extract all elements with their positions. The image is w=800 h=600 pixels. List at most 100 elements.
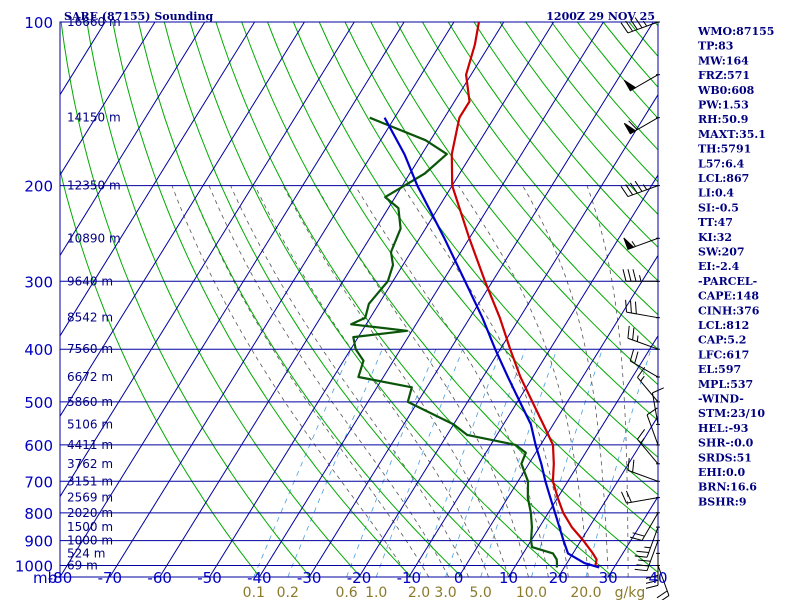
isotherm-line [209, 22, 555, 577]
wind-barb-flag [627, 457, 630, 471]
height-labels: 16660 m 14150 m 12350 m 10890 m 9640 m 8542 m… [67, 15, 121, 572]
height-label: 524 m [67, 546, 105, 560]
mixing-ratio-label: 3.0 [434, 585, 456, 600]
height-label: 14150 m [67, 111, 121, 125]
index-value: SRDS:51 [698, 451, 752, 464]
wind-barb-flag [620, 186, 629, 197]
index-value: LFC:617 [698, 348, 749, 361]
index-value: -PARCEL- [698, 275, 757, 288]
wind-barb-flag [627, 325, 630, 339]
temperature-tick-label: -10 [397, 569, 422, 587]
wind-barb [620, 180, 660, 198]
wind-barb-flag [629, 18, 638, 30]
isotherm-line [159, 22, 505, 577]
index-value: STM:23/10 [698, 407, 765, 420]
index-value: LCL:812 [698, 319, 749, 332]
temperature-tick-label: -40 [247, 569, 272, 587]
moist-adiabat-line [354, 185, 549, 577]
wind-barb-half-flag [640, 437, 645, 444]
mixing-ratio-label: 1.0 [365, 585, 387, 600]
index-value: RH:50.9 [698, 113, 748, 126]
wind-barb-half-flag [636, 335, 639, 342]
wind-barb [627, 325, 660, 350]
height-label: 1500 m [67, 520, 113, 534]
index-value: EL:597 [698, 363, 741, 376]
wind-barb-flag [630, 300, 632, 314]
mixing-ratio-label: 20.0 [570, 585, 601, 600]
temperature-tick-label: 10 [499, 569, 518, 587]
wind-barb-staff [626, 311, 659, 319]
mixing-ratio-label: g/kg [615, 585, 646, 600]
temperature-tick-label: 0 [454, 569, 464, 587]
wind-barb [623, 74, 660, 92]
wind-barb-flag [645, 584, 659, 589]
pressure-tick-label: 900 [24, 533, 53, 551]
wind-barb [629, 512, 660, 542]
wind-barb [620, 17, 660, 34]
sounding-time: 1200Z 29 NOV 25 [546, 10, 655, 23]
wind-barb-staff [646, 414, 659, 446]
temperature-tick-label: -60 [147, 569, 172, 587]
mixing-ratio-label: 0.2 [277, 585, 299, 600]
wind-barb-staff [627, 185, 659, 198]
wind-barb-staff [627, 469, 659, 482]
moist-adiabat-line [230, 185, 469, 577]
temperature-tick-label: -80 [48, 569, 73, 587]
isotherm-line [60, 22, 256, 337]
mixing-ratio-line [585, 349, 652, 577]
wind-barb-half-flag [642, 20, 648, 27]
isobars [59, 21, 659, 578]
temperature-axis: -80 -70 -60 -50 -40 -30 -20 -10 0 10 20 30 40 mb [33, 569, 668, 587]
height-label: 3762 m [67, 457, 113, 471]
isotherm-line [60, 22, 305, 418]
wind-barb-pennant [623, 237, 635, 250]
index-value: PW:1.53 [698, 99, 749, 112]
wind-barb-flag [620, 22, 629, 34]
isotherm-line [557, 415, 658, 577]
wind-barb-flag [620, 491, 627, 504]
wind-barb-flag [634, 555, 648, 558]
wind-barb [622, 269, 660, 282]
wind-barb-flag [656, 590, 668, 599]
index-value: CINH:376 [698, 304, 760, 317]
dry-adiabat-line [60, 22, 311, 577]
mixing-ratio-labels: 0.1 0.2 0.6 1.0 2.0 3.0 5.0 10.0 20.0 g/kg [243, 585, 646, 600]
mixing-ratio-label: 10.0 [516, 585, 547, 600]
moist-adiabat-line [522, 185, 609, 577]
temperature-tick-label: -20 [347, 569, 372, 587]
wind-barb-staff [630, 360, 659, 378]
index-value: EI:-2.4 [698, 260, 740, 273]
height-label: 69 m [67, 558, 98, 572]
dry-adiabat-line [421, 22, 658, 316]
wind-barb [634, 526, 660, 558]
wind-barb [623, 117, 660, 135]
wind-barb [651, 387, 664, 425]
wind-barb-flag [629, 536, 643, 542]
index-value: CAP:5.2 [698, 334, 746, 347]
index-value: KI:32 [698, 231, 732, 244]
height-label: 1000 m [67, 534, 113, 548]
moist-adiabat-line [171, 185, 410, 577]
isotherm-line [258, 22, 604, 577]
index-value: SW:207 [698, 246, 745, 259]
wind-barb-flag [652, 387, 664, 394]
pressure-tick-label: 800 [24, 505, 53, 523]
station-title: SARE (87155) Sounding [64, 10, 213, 23]
index-value: HEL:-93 [698, 422, 748, 435]
mixing-ratio-label: 0.6 [335, 585, 357, 600]
wind-barb-flag [645, 574, 659, 579]
sounding-profiles [350, 22, 600, 569]
dry-adiabat-line [86, 22, 362, 577]
plot-frame [59, 21, 659, 578]
pressure-axis: 100 200 300 400 500 600 700 800 900 1000 [15, 14, 53, 575]
mixing-ratio-label: 5.0 [470, 585, 492, 600]
wind-barb-half-flag [644, 546, 651, 549]
wind-barb-flag [632, 459, 635, 473]
index-value: TP:83 [698, 40, 733, 53]
wind-barb-pennant [623, 122, 637, 135]
pressure-tick-label: 200 [24, 178, 53, 196]
wind-barb-flag [629, 348, 635, 362]
pressure-tick-label: 600 [24, 437, 53, 455]
wind-barb-flag [638, 559, 651, 562]
